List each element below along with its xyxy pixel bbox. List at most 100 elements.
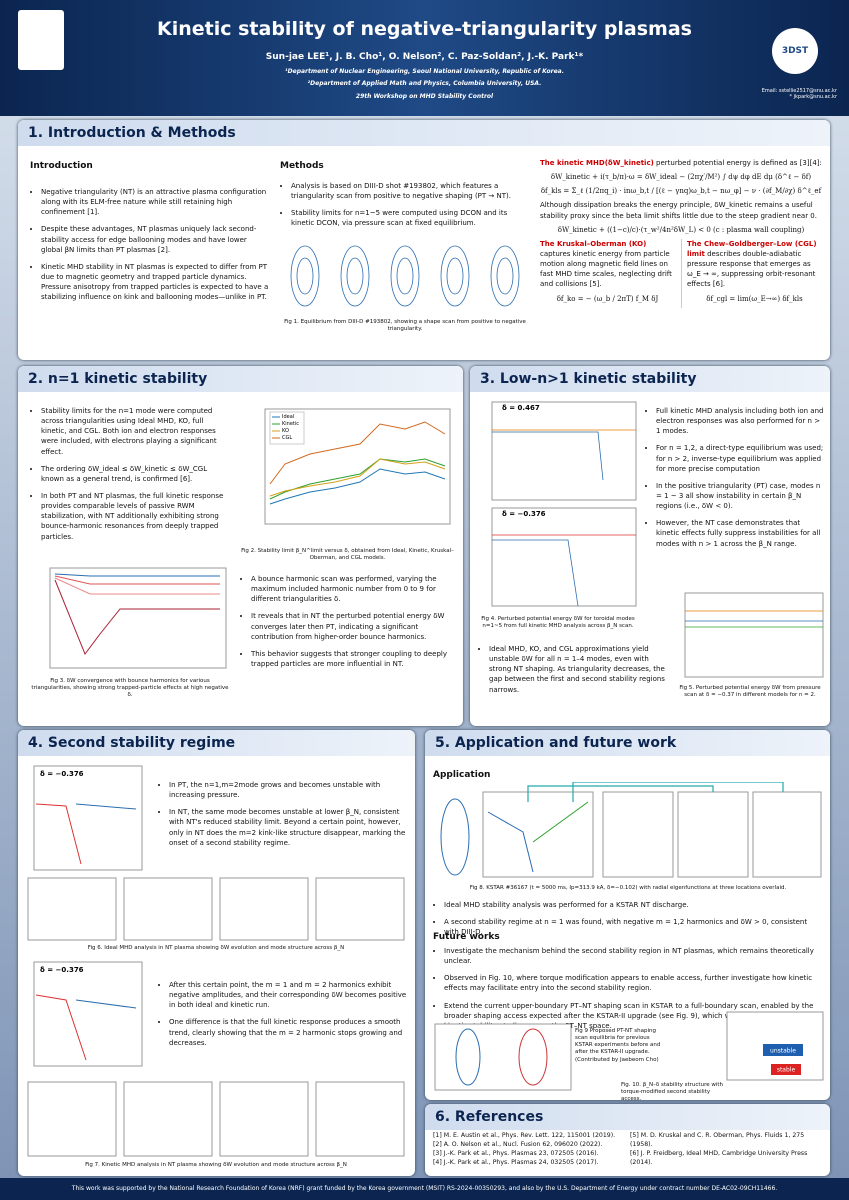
bullet: Kinetic MHD stability in NT plasmas is e…: [41, 262, 270, 303]
bullet: After this certain point, the m = 1 and …: [169, 980, 408, 1010]
figure-3: Fig 3. δW convergence with bounce harmon…: [30, 564, 230, 699]
section-heading: 1. Introduction & Methods: [18, 120, 830, 146]
figure-8: [440, 782, 822, 878]
bullet: In both PT and NT plasmas, the full kine…: [41, 491, 230, 542]
affiliation: ¹Department of Nuclear Engineering, Seou…: [285, 68, 564, 75]
text: perturbed potential energy is defined as…: [656, 159, 822, 167]
figure-4: δ = 0.467 δ = −0.376 Fig 4. Perturbed po…: [478, 400, 638, 630]
bullet: This behavior suggests that stronger cou…: [251, 649, 455, 669]
bullet: Observed in Fig. 10, where torque modifi…: [444, 973, 823, 993]
footer: This work was supported by the National …: [0, 1178, 849, 1200]
column: After this certain point, the m = 1 and …: [158, 980, 408, 1055]
bullet: A bounce harmonic scan was performed, va…: [251, 574, 455, 604]
bullet: For n = 1,2, a direct-type equilibrium w…: [656, 443, 825, 473]
equation: δW_kinetic + ((1−c)/c)·(τ_w²/4n²δW_L) < …: [557, 225, 805, 234]
bullet: Investigate the mechanism behind the sec…: [444, 946, 823, 966]
title: Kinetic stability of negative-triangular…: [157, 18, 692, 40]
section-heading: 6. References: [425, 1104, 830, 1130]
bullet: Stability limits for the n=1 mode were c…: [41, 406, 230, 457]
figure-caption: Fig 3. δW convergence with bounce harmon…: [31, 678, 229, 699]
region-label: unstable: [770, 1048, 796, 1055]
bullet-list: Stability limits for the n=1 mode were c…: [30, 406, 230, 542]
column: Full kinetic MHD analysis including both…: [645, 406, 825, 556]
bullet: The ordering δW_ideal ≤ δW_kinetic ≤ δW_…: [41, 464, 230, 484]
text: captures kinetic energy from particle mo…: [540, 249, 672, 289]
region-label: stable: [777, 1067, 796, 1074]
equation: δf_kls = Σ_ℓ (1/2πq_i) · inω_b,t / [(ℓ −…: [540, 187, 822, 196]
legend-label: Ideal: [282, 414, 294, 420]
reference: [3] J.-K. Park et al., Phys. Plasmas 23,…: [433, 1149, 599, 1157]
bullet: However, the NT case demonstrates that k…: [656, 518, 825, 548]
bullet-list: Negative triangularity (NT) is an attrac…: [30, 187, 270, 302]
bullet: A second stability regime at n = 1 was f…: [444, 917, 823, 937]
bullet-list: A bounce harmonic scan was performed, va…: [240, 574, 455, 669]
workshop: 29th Workshop on MHD Stability Control: [355, 93, 494, 100]
methods-column: Methods Analysis is based on DIII-D shot…: [280, 160, 530, 333]
section-heading: 2. n=1 kinetic stability: [18, 366, 463, 392]
emails: Email: sstellie2517@snu.ac.kr * jkpark@sn…: [762, 88, 837, 100]
text: describes double-adiabatic pressure resp…: [687, 249, 816, 289]
column: Ideal MHD stability analysis was perform…: [433, 900, 823, 944]
plot: Ideal Kinetic KO CGL: [264, 408, 451, 525]
plot: [49, 567, 227, 669]
subheading: Introduction: [30, 161, 93, 171]
reference: [6] J. P. Freidberg, Ideal MHD, Cambridg…: [630, 1149, 808, 1166]
section-n1: 2. n=1 kinetic stability Stability limit…: [18, 366, 463, 726]
legend-label: KO: [282, 428, 289, 434]
equation: δW_kinetic + i(τ_b/π)·ω = δW_ideal − (2π…: [550, 173, 812, 182]
emphasis: The Chew–Goldberger–Low (CGL) limit: [687, 239, 817, 258]
reference: [1] M. E. Austin et al., Phys. Rev. Lett…: [433, 1132, 616, 1139]
header: Kinetic stability of negative-triangular…: [0, 0, 849, 116]
figure-9: [434, 1023, 572, 1091]
bullet: Ideal MHD stability analysis was perform…: [444, 900, 823, 910]
bullet-list: Full kinetic MHD analysis including both…: [645, 406, 825, 549]
paragraph: Although dissipation breaks the energy p…: [540, 201, 817, 220]
figure-equilibria: [290, 245, 520, 307]
bullet: Despite these advantages, NT plasmas uni…: [41, 224, 270, 254]
panel-label: δ = −0.376: [502, 510, 546, 518]
figure-5: Fig 5. Perturbed potential energy δW fro…: [675, 591, 825, 699]
figure-7a: δ = −0.376: [33, 961, 143, 1067]
bullet: In the positive triangularity (PT) case,…: [656, 481, 825, 511]
figure-7b: [27, 1081, 405, 1157]
figure-caption: Fig 7. Kinetic MHD analysis in NT plasma…: [85, 1162, 347, 1168]
column: Stability limits for the n=1 mode were c…: [30, 406, 230, 549]
bullet-list: Ideal MHD, KO, and CGL approximations yi…: [478, 644, 673, 695]
section-second-stability: 4. Second stability regime δ = −0.376 In…: [18, 730, 415, 1176]
reference-list: [5] M. D. Kruskal and C. R. Oberman, Phy…: [630, 1132, 825, 1168]
authors: Sun-jae LEE¹, J. B. Cho¹, O. Nelson², C.…: [265, 52, 584, 62]
figure-caption: Fig. 10. β_N–δ stability structure with …: [621, 1082, 724, 1103]
email: * jkpark@snu.ac.kr: [789, 94, 837, 100]
plot: [684, 592, 824, 678]
bullet-list: After this certain point, the m = 1 and …: [158, 980, 408, 1048]
figure-caption: Fig 8. KSTAR #36167 (t = 5000 ms, Ip=313…: [469, 885, 787, 891]
bullet: In NT, the same mode becomes unstable at…: [169, 807, 408, 848]
column: In PT, the n=1,m=2mode grows and becomes…: [158, 780, 408, 855]
emphasis: The Kruskal–Oberman (KO): [540, 239, 647, 248]
figure-10: unstable stable: [726, 1011, 824, 1081]
legend-label: Kinetic: [282, 421, 299, 427]
subheading: Future works: [433, 932, 500, 942]
equation: δf_ko = − (ω_b / 2πT) f_M δJ: [556, 294, 659, 303]
bullet: Stability limits for n=1~5 were computed…: [291, 208, 530, 228]
email: Email: sstellie2517@snu.ac.kr: [761, 88, 837, 94]
section-heading: 5. Application and future work: [425, 730, 830, 756]
bullet: Negative triangularity (NT) is an attrac…: [41, 187, 270, 217]
bullet: It reveals that in NT the perturbed pote…: [251, 611, 455, 641]
bullet: In PT, the n=1,m=2mode grows and becomes…: [169, 780, 408, 800]
figure-caption: Fig 6. Ideal MHD analysis in NT plasma s…: [87, 945, 345, 951]
bullet-list: Analysis is based on DIII-D shot #193802…: [280, 181, 530, 229]
figure-6b: [27, 877, 405, 941]
column: Ideal MHD, KO, and CGL approximations yi…: [478, 644, 673, 702]
figure-caption: Fig 4. Perturbed potential energy δW for…: [481, 616, 635, 630]
section-heading: 3. Low-n>1 kinetic stability: [470, 366, 830, 392]
figure-caption: Fig 2. Stability limit β_N^limit versus …: [241, 548, 454, 562]
subheading: Methods: [280, 161, 324, 171]
section-application: 5. Application and future work Applicati…: [425, 730, 830, 1103]
panel-label: δ = 0.467: [502, 404, 540, 412]
reference: [2] A. O. Nelson et al., Nucl. Fusion 62…: [433, 1140, 603, 1148]
subheading: Application: [433, 770, 491, 780]
legend-label: CGL: [282, 435, 292, 441]
